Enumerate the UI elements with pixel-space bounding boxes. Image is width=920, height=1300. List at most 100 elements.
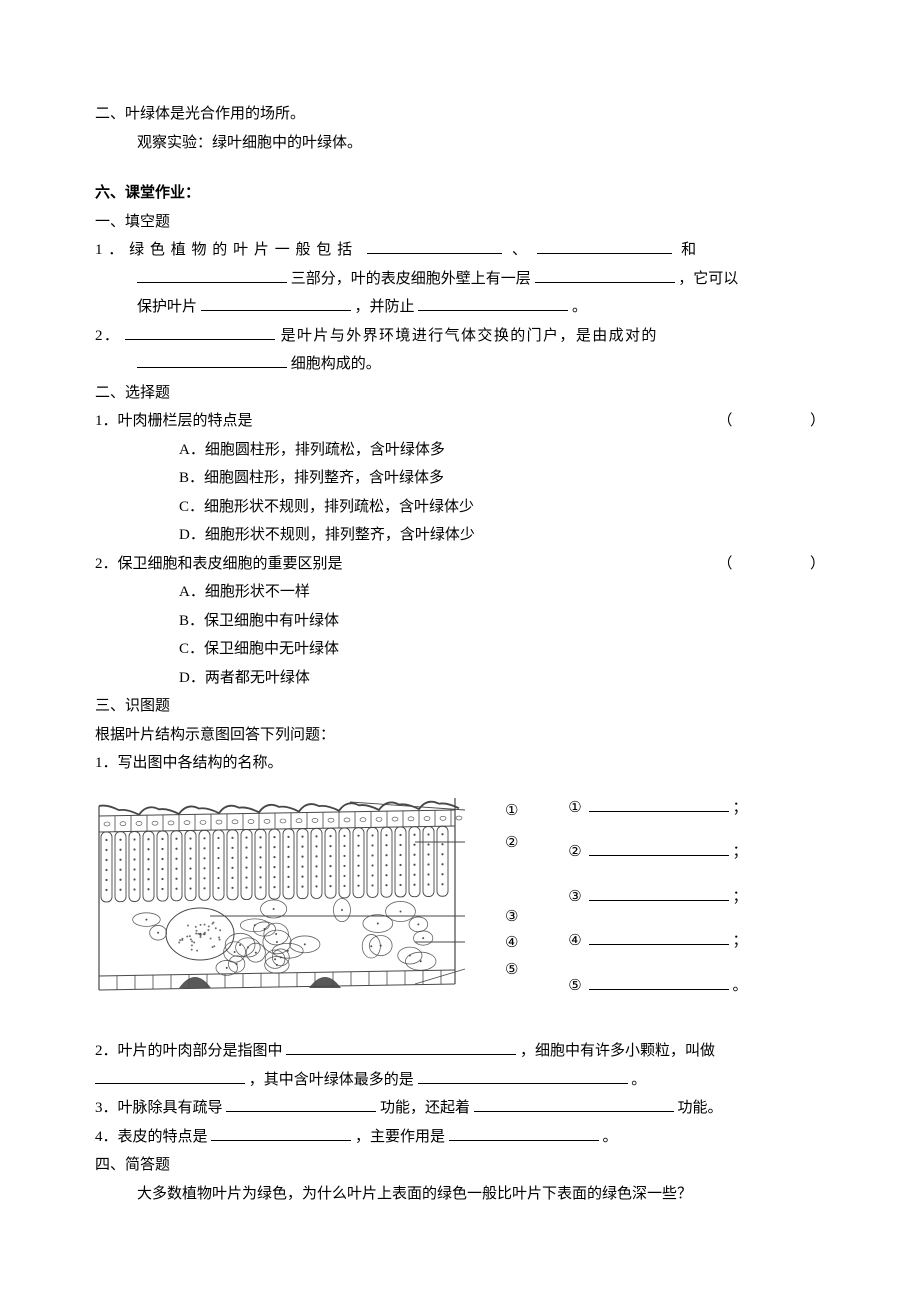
part3-intro: 根据叶片结构示意图回答下列问题：	[95, 721, 825, 750]
blank[interactable]	[367, 237, 502, 255]
blank[interactable]	[589, 794, 729, 812]
page: 二、叶绿体是光合作用的场所。 观察实验：绿叶细胞中的叶绿体。 六、课堂作业： 一…	[0, 0, 920, 1300]
mc-q1: 1．叶肉栅栏层的特点是 （ ） A．细胞圆柱形，排列疏松，含叶绿体多 B．细胞圆…	[95, 407, 825, 550]
part4-heading: 四、简答题	[95, 1151, 825, 1180]
part3-q2-line1: 2．叶片的叶肉部分是指图中 ，细胞中有许多小颗粒，叫做	[95, 1037, 825, 1066]
text: 功能。	[678, 1100, 723, 1116]
mc-q2-optD[interactable]: D．两者都无叶绿体	[95, 664, 825, 693]
blank[interactable]	[418, 294, 568, 312]
part1-heading: 一、填空题	[95, 208, 825, 237]
answer-paren[interactable]: （ ）	[717, 550, 825, 579]
fill-q1-line1: 1．绿色植物的叶片一般包括 、 和	[95, 236, 825, 265]
diagram-answers: ① ； ② ； ③ ； ④ ； ⑤ 。	[565, 784, 825, 1017]
part3-q4: 4．表皮的特点是 ，主要作用是 。	[95, 1123, 825, 1152]
mc-q1-optC[interactable]: C．细胞形状不规则，排列疏松，含叶绿体少	[95, 493, 825, 522]
semicolon: ；	[733, 933, 748, 949]
svg-text:①: ①	[505, 803, 518, 819]
text: 保护叶片	[137, 299, 197, 315]
leaf-svg: ① ② ③ ④ ⑤	[95, 784, 525, 1019]
blank[interactable]	[211, 1123, 351, 1141]
mc-q2-optA[interactable]: A．细胞形状不一样	[95, 578, 825, 607]
text: 、	[512, 242, 527, 258]
fill-q1-line3: 保护叶片 ，并防止 。	[95, 293, 825, 322]
label-5: ⑤	[565, 972, 585, 1001]
mc-q1-stem: 1．叶肉栅栏层的特点是	[95, 413, 253, 429]
text: 3．叶脉除具有疏导	[95, 1100, 223, 1116]
blank[interactable]	[201, 294, 351, 312]
svg-text:⑤: ⑤	[505, 962, 518, 978]
mc-q1-optD[interactable]: D．细胞形状不规则，排列整齐，含叶绿体少	[95, 521, 825, 550]
blank[interactable]	[589, 839, 729, 857]
svg-text:②: ②	[505, 835, 518, 851]
intro-line-1: 二、叶绿体是光合作用的场所。	[95, 100, 825, 129]
text: 细胞构成的。	[291, 356, 381, 372]
text: 三部分，叶的表皮细胞外壁上有一层	[291, 271, 531, 287]
part3-q2-line2: ，其中含叶绿体最多的是 。	[95, 1066, 825, 1095]
answer-4: ④ ；	[565, 927, 825, 956]
blank[interactable]	[226, 1095, 376, 1113]
text: 1．绿色植物的叶片一般包括	[95, 242, 358, 258]
label-4: ④	[565, 927, 585, 956]
text: ，并防止	[355, 299, 415, 315]
text: 4．表皮的特点是	[95, 1129, 208, 1145]
label-2: ②	[565, 838, 585, 867]
text: 。	[603, 1129, 618, 1145]
leaf-cross-section-diagram: ① ② ③ ④ ⑤	[95, 784, 525, 1030]
answer-5: ⑤ 。	[565, 972, 825, 1001]
blank[interactable]	[474, 1095, 674, 1113]
fill-q2-line1: 2． 是叶片与外界环境进行气体交换的门户，是由成对的	[95, 322, 825, 351]
blank[interactable]	[137, 265, 287, 283]
text: ，主要作用是	[355, 1129, 445, 1145]
text: ，其中含叶绿体最多的是	[249, 1072, 414, 1088]
semicolon: ；	[733, 889, 748, 905]
answer-1: ① ；	[565, 794, 825, 823]
part3-q1: 1．写出图中各结构的名称。	[95, 749, 825, 778]
text: ，它可以	[678, 271, 738, 287]
blank[interactable]	[125, 322, 275, 340]
paren-open: （	[717, 556, 732, 572]
svg-text:④: ④	[505, 935, 518, 951]
part3-heading: 三、识图题	[95, 692, 825, 721]
blank[interactable]	[418, 1066, 628, 1084]
part2-heading: 二、选择题	[95, 379, 825, 408]
fill-q1-line2: 三部分，叶的表皮细胞外壁上有一层 ，它可以	[95, 265, 825, 294]
paren-open: （	[717, 413, 732, 429]
mc-q1-optA[interactable]: A．细胞圆柱形，排列疏松，含叶绿体多	[95, 436, 825, 465]
text: 是叶片与外界环境进行气体交换的门户，是由成对的	[281, 328, 658, 344]
intro-line-2: 观察实验：绿叶细胞中的叶绿体。	[95, 129, 825, 158]
text: 2．叶片的叶肉部分是指图中	[95, 1043, 283, 1059]
mc-q2-stem: 2．保卫细胞和表皮细胞的重要区别是	[95, 556, 343, 572]
blank[interactable]	[589, 972, 729, 990]
text: 和	[681, 242, 696, 258]
answer-3: ③ ；	[565, 883, 825, 912]
label-1: ①	[565, 794, 585, 823]
mc-q2-optC[interactable]: C．保卫细胞中无叶绿体	[95, 635, 825, 664]
blank[interactable]	[95, 1066, 245, 1084]
label-3: ③	[565, 883, 585, 912]
paren-close: ）	[810, 413, 825, 429]
blank[interactable]	[137, 351, 287, 369]
blank[interactable]	[286, 1038, 516, 1056]
blank[interactable]	[589, 928, 729, 946]
diagram-section: ① ② ③ ④ ⑤ ① ； ② ； ③ ； ④ ；	[95, 784, 825, 1030]
answer-paren[interactable]: （ ）	[717, 407, 825, 436]
blank[interactable]	[589, 883, 729, 901]
fill-q2-line2: 细胞构成的。	[95, 350, 825, 379]
text: 。	[572, 299, 587, 315]
period: 。	[733, 978, 748, 994]
part3-q3: 3．叶脉除具有疏导 功能，还起着 功能。	[95, 1094, 825, 1123]
blank[interactable]	[535, 265, 675, 283]
semicolon: ；	[733, 844, 748, 860]
answer-2: ② ；	[565, 838, 825, 867]
svg-text:③: ③	[505, 909, 518, 925]
mc-q2: 2．保卫细胞和表皮细胞的重要区别是 （ ） A．细胞形状不一样 B．保卫细胞中有…	[95, 550, 825, 693]
text: ，细胞中有许多小颗粒，叫做	[520, 1043, 715, 1059]
part4-q: 大多数植物叶片为绿色，为什么叶片上表面的绿色一般比叶片下表面的绿色深一些？	[95, 1180, 825, 1209]
blank[interactable]	[449, 1123, 599, 1141]
semicolon: ；	[733, 800, 748, 816]
paren-close: ）	[810, 556, 825, 572]
blank[interactable]	[537, 237, 672, 255]
mc-q2-optB[interactable]: B．保卫细胞中有叶绿体	[95, 607, 825, 636]
mc-q1-optB[interactable]: B．细胞圆柱形，排列整齐，含叶绿体多	[95, 464, 825, 493]
text: 功能，还起着	[380, 1100, 470, 1116]
